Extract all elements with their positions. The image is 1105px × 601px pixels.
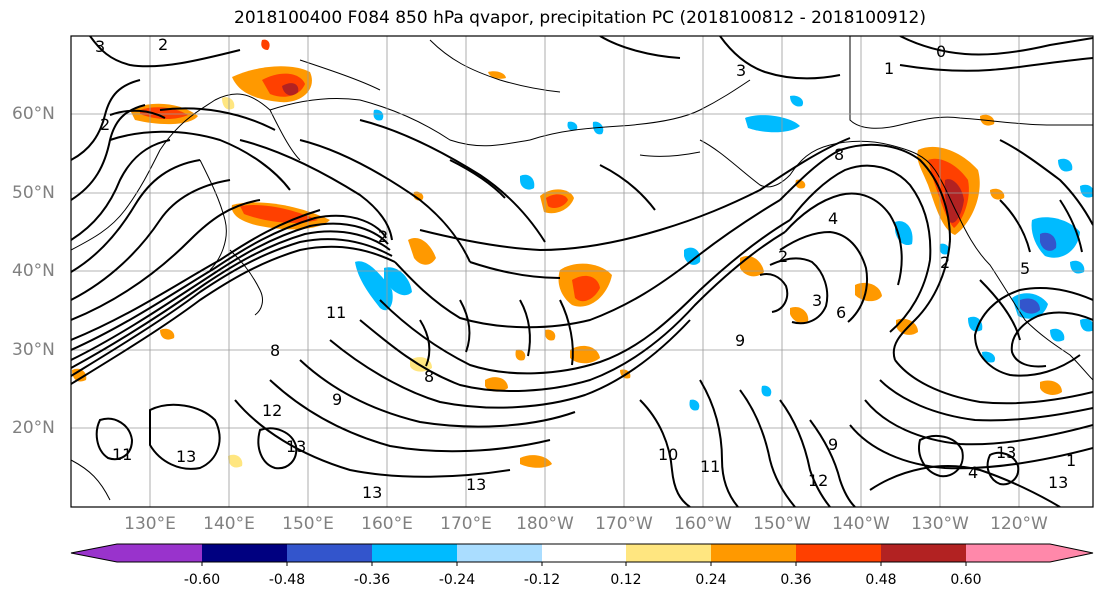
colorbar-tick-label: 0.60 (950, 572, 982, 588)
colorbar-tick-label: -0.24 (438, 572, 476, 588)
lat-label-20n: 20°N (12, 418, 55, 438)
contour-label: 1 (884, 59, 894, 78)
colorbar-segment (711, 544, 796, 562)
colorbar-segment (881, 544, 966, 562)
contour-label: 12 (262, 401, 282, 420)
contour-label: 2 (100, 115, 110, 134)
lat-label-40n: 40°N (12, 261, 55, 281)
contour-label: 9 (735, 331, 745, 350)
contour-label: 11 (326, 303, 346, 322)
colorbar-segment (542, 544, 626, 562)
colorbar-tick-label: -0.60 (183, 572, 221, 588)
colorbar-segment (202, 544, 287, 562)
colorbar-tick-label: 0.24 (695, 572, 727, 588)
contour-label: 2 (940, 253, 950, 272)
contour-label: 12 (808, 471, 828, 490)
contour-label: 3 (95, 37, 105, 56)
contour-label: 5 (1020, 259, 1030, 278)
contour-label: 6 (836, 303, 846, 322)
contour-label: 8 (834, 145, 844, 164)
lon-label-150e: 150°E (282, 514, 334, 534)
precip-negative-shading (355, 95, 1093, 411)
lon-label-130e: 130°E (124, 514, 176, 534)
contour-label: 9 (332, 390, 342, 409)
qvapor-contours (71, 36, 1093, 507)
colorbar-outline (70, 543, 1094, 563)
map-title: 2018100400 F084 850 hPa qvapor, precipit… (234, 8, 926, 28)
colorbar-tick-label: 0.48 (865, 572, 897, 588)
contour-label: 11 (700, 457, 720, 476)
colorbar-tick-label: -0.36 (353, 572, 391, 588)
contour-label: 10 (658, 445, 678, 464)
colorbar-segment (626, 544, 711, 562)
colorbar-segment (71, 544, 202, 562)
colorbar-segment (287, 544, 372, 562)
lon-label-150w: 150°W (753, 514, 811, 534)
map-frame (70, 35, 1094, 508)
contour-label: 3 (736, 61, 746, 80)
contour-label: 11 (112, 445, 132, 464)
lon-label-180w: 180°W (516, 514, 574, 534)
contour-label: 0 (936, 42, 946, 61)
contour-label: 1 (1066, 451, 1076, 470)
contour-label: 2 (378, 227, 388, 246)
contour-label: 4 (968, 463, 978, 482)
colorbar-segment (457, 544, 542, 562)
coastlines (71, 36, 1093, 501)
contour-label: 13 (362, 483, 382, 502)
contour-label: 2 (158, 35, 168, 54)
lat-label-30n: 30°N (12, 340, 55, 360)
colorbar-segment (796, 544, 881, 562)
lat-label-50n: 50°N (12, 183, 55, 203)
contour-label: 13 (176, 447, 196, 466)
contour-label: 2 (778, 247, 788, 266)
contour-label: 4 (828, 209, 838, 228)
colorbar-tick-label: -0.12 (523, 572, 561, 588)
lon-label-120w: 120°W (990, 514, 1048, 534)
contour-labels: 2 3 2 0 1 3 8 4 3 5 6 2 11 8 8 9 9 12 13… (95, 35, 1076, 502)
colorbar-segment (966, 544, 1093, 562)
contour-label: 13 (1048, 473, 1068, 492)
contour-label: 13 (286, 437, 306, 456)
lon-label-130w: 130°W (911, 514, 969, 534)
colorbar-tick-label: -0.48 (268, 572, 306, 588)
lon-label-170e: 170°E (440, 514, 492, 534)
contour-label: 8 (424, 367, 434, 386)
colorbar-tick-label: 0.36 (780, 572, 812, 588)
precip-positive-shading (72, 39, 1062, 468)
lon-label-170w: 170°W (595, 514, 653, 534)
lat-label-60n: 60°N (12, 104, 55, 124)
lon-label-140w: 140°W (832, 514, 890, 534)
contour-label: 8 (270, 341, 280, 360)
contour-label: 13 (996, 443, 1016, 462)
lon-label-160w: 160°W (674, 514, 732, 534)
colorbar-segment (372, 544, 457, 562)
lon-label-140e: 140°E (203, 514, 255, 534)
lon-label-160e: 160°E (361, 514, 413, 534)
contour-label: 3 (812, 291, 822, 310)
contour-label: 13 (466, 475, 486, 494)
colorbar-tick-label: 0.12 (610, 572, 642, 588)
contour-label: 9 (828, 435, 838, 454)
